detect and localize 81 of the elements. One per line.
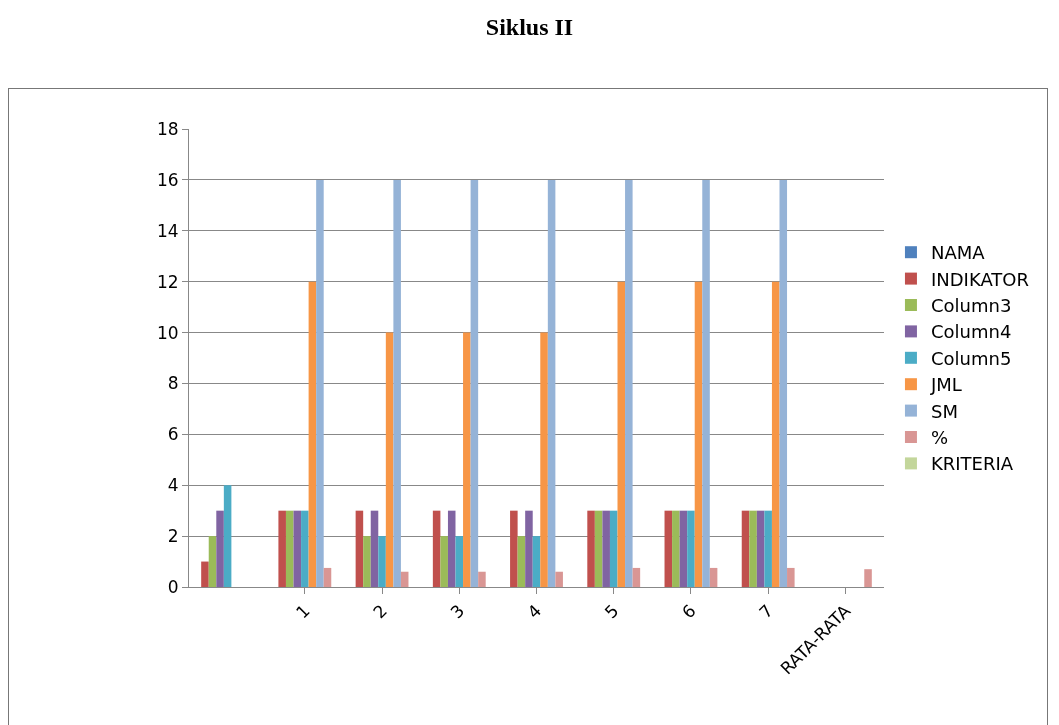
bar bbox=[201, 561, 209, 587]
y-tick-label: 0 bbox=[167, 576, 179, 597]
bar bbox=[664, 510, 673, 587]
legend-label: KRITERIA bbox=[930, 453, 1014, 475]
bar bbox=[385, 332, 394, 587]
bar bbox=[741, 510, 750, 587]
bar bbox=[510, 510, 518, 587]
bar bbox=[602, 510, 610, 587]
bar bbox=[470, 179, 479, 587]
legend-label: JML bbox=[929, 374, 962, 396]
x-tick-label: 1 bbox=[291, 600, 314, 623]
x-tick-label: 3 bbox=[446, 600, 469, 623]
bar bbox=[208, 536, 217, 587]
x-tick-label: 6 bbox=[677, 600, 700, 623]
bar bbox=[301, 510, 309, 587]
bar bbox=[393, 179, 401, 587]
bar bbox=[672, 510, 680, 587]
bar bbox=[771, 281, 780, 587]
bar bbox=[432, 510, 441, 587]
bar bbox=[547, 179, 556, 587]
bar bbox=[555, 571, 563, 587]
legend-label: NAMA bbox=[930, 242, 986, 264]
bar bbox=[679, 510, 688, 587]
y-tick-label: 12 bbox=[156, 271, 179, 292]
y-tick-label: 18 bbox=[156, 118, 179, 139]
bar bbox=[216, 510, 224, 587]
bar bbox=[223, 485, 232, 587]
legend-label: Column4 bbox=[930, 321, 1012, 343]
y-tick-label: 2 bbox=[167, 526, 179, 547]
bar bbox=[779, 179, 788, 587]
bar bbox=[540, 332, 548, 587]
legend-label: SM bbox=[930, 400, 958, 422]
x-tick-label: 5 bbox=[600, 600, 623, 623]
bar bbox=[323, 567, 332, 587]
bar bbox=[617, 281, 626, 587]
y-tick-label: 6 bbox=[167, 424, 179, 445]
bar bbox=[587, 510, 595, 587]
legend-label: INDIKATOR bbox=[930, 268, 1029, 290]
y-tick-label: 10 bbox=[156, 322, 179, 343]
bar bbox=[864, 569, 872, 587]
bar bbox=[756, 510, 765, 587]
y-tick-label: 16 bbox=[156, 169, 179, 190]
bar bbox=[285, 510, 294, 587]
y-tick-label: 8 bbox=[167, 373, 179, 394]
bar bbox=[378, 536, 386, 587]
bar bbox=[625, 179, 633, 587]
bar bbox=[278, 510, 286, 587]
bar bbox=[609, 510, 618, 587]
bar bbox=[308, 281, 317, 587]
legend-label: Column3 bbox=[930, 295, 1012, 317]
bar bbox=[525, 510, 533, 587]
bar bbox=[463, 332, 471, 587]
x-tick-label: 4 bbox=[523, 600, 546, 623]
bar bbox=[478, 571, 486, 587]
bar bbox=[517, 536, 526, 587]
bar bbox=[787, 567, 795, 587]
bar bbox=[594, 510, 603, 587]
bar bbox=[293, 510, 302, 587]
bar bbox=[532, 536, 541, 587]
bar bbox=[455, 536, 464, 587]
bar bbox=[400, 571, 409, 587]
bar bbox=[709, 567, 718, 587]
bar bbox=[764, 510, 772, 587]
legend-label: % bbox=[930, 427, 949, 449]
bar bbox=[355, 510, 364, 587]
y-tick-label: 4 bbox=[167, 475, 179, 496]
x-tick-label: 2 bbox=[369, 600, 391, 623]
chart-title: Siklus II bbox=[484, 14, 575, 41]
bar bbox=[440, 536, 448, 587]
bar bbox=[363, 536, 371, 587]
y-tick-label: 14 bbox=[156, 220, 179, 241]
legend-label: Column5 bbox=[930, 347, 1012, 369]
bar bbox=[316, 179, 324, 587]
bar bbox=[749, 510, 757, 587]
bar bbox=[370, 510, 379, 587]
bar bbox=[687, 510, 695, 587]
bar bbox=[702, 179, 710, 587]
bar bbox=[447, 510, 456, 587]
x-tick-label: 7 bbox=[755, 600, 778, 623]
bar bbox=[694, 281, 703, 587]
bar bbox=[632, 567, 641, 587]
